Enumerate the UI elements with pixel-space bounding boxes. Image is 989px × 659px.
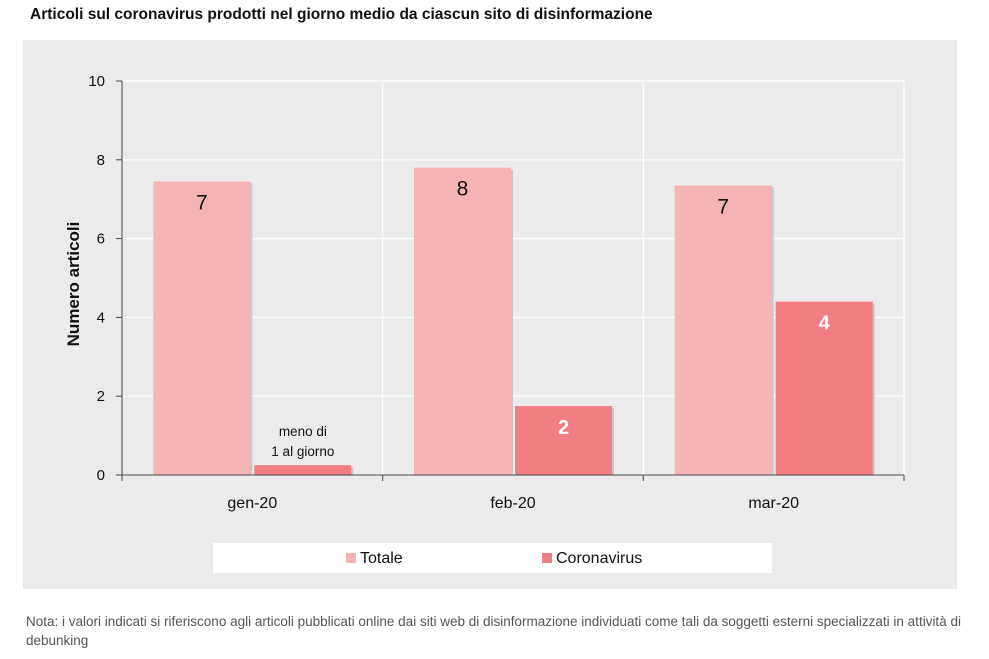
footnote: Nota: i valori indicati si riferiscono a… bbox=[26, 614, 961, 648]
y-tick-label: 4 bbox=[97, 309, 105, 326]
bar-coronavirus-feb-20 bbox=[515, 406, 612, 475]
data-label: 7 bbox=[196, 191, 208, 214]
bar-coronavirus-mar-20 bbox=[775, 301, 873, 475]
axes: 0 2 4 6 8 10 gen-20 feb-20 mar-20 bbox=[88, 73, 905, 512]
chart-title: Articoli sul coronavirus prodotti nel gi… bbox=[30, 6, 653, 23]
bar-totale-mar-20 bbox=[674, 185, 772, 475]
legend: Totale Coronavirus bbox=[213, 543, 772, 573]
legend-label-totale: Totale bbox=[360, 550, 403, 567]
y-tick-label: 10 bbox=[88, 73, 105, 90]
y-axis-label: Numero articoli bbox=[64, 222, 83, 347]
annotation-text: 1 al giorno bbox=[271, 444, 334, 459]
data-label: 7 bbox=[717, 195, 729, 218]
x-tick-label: mar-20 bbox=[748, 495, 799, 512]
y-tick-label: 6 bbox=[97, 231, 105, 248]
x-tick-label: feb-20 bbox=[490, 495, 535, 512]
x-tick-label: gen-20 bbox=[227, 495, 277, 512]
bar-totale-feb-20 bbox=[414, 167, 511, 475]
legend-box bbox=[213, 543, 772, 573]
y-tick-label: 2 bbox=[97, 388, 105, 405]
y-tick-label: 8 bbox=[97, 152, 105, 169]
annotation-text: meno di bbox=[279, 424, 327, 439]
bar-totale-gen-20 bbox=[153, 181, 251, 475]
bars: 7 8 2 7 4 meno di 1 al giorno bbox=[153, 167, 875, 475]
data-label: 4 bbox=[819, 313, 831, 335]
legend-swatch-coronavirus bbox=[542, 553, 552, 563]
bar-chart: 7 8 2 7 4 meno di 1 al giorno 0 2 4 6 8 10 gen-20 feb… bbox=[64, 73, 905, 573]
legend-label-coronavirus: Coronavirus bbox=[556, 550, 642, 567]
data-label: 2 bbox=[558, 417, 569, 439]
y-tick-label: 0 bbox=[97, 467, 105, 484]
legend-swatch-totale bbox=[346, 553, 356, 563]
data-label: 8 bbox=[457, 178, 469, 201]
bar-coronavirus-gen-20 bbox=[254, 465, 352, 475]
